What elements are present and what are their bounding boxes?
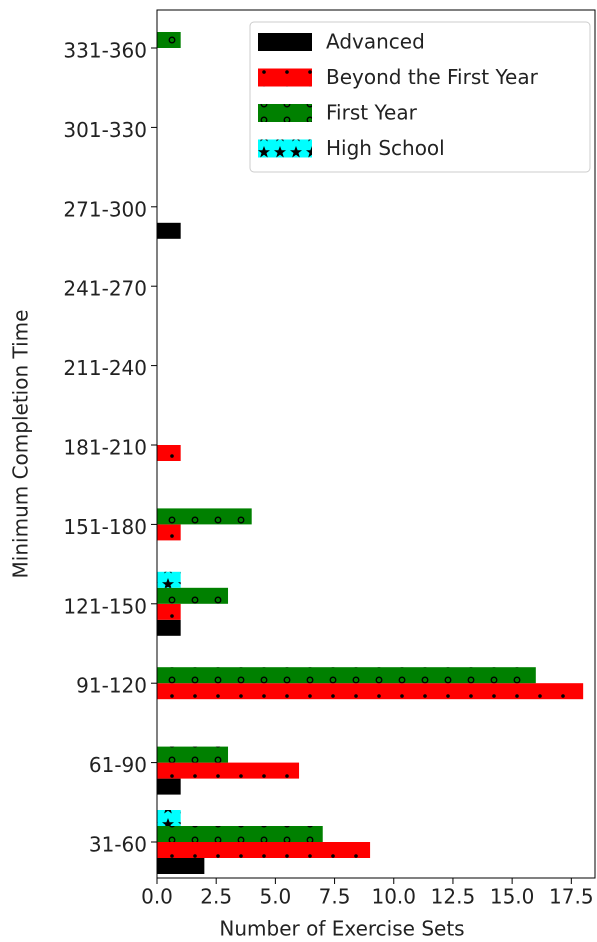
- bar: [157, 587, 229, 604]
- bar: [157, 858, 205, 874]
- x-tick-label: 17.5: [549, 885, 594, 909]
- bar: [157, 603, 181, 620]
- x-tick-label: 10.0: [371, 885, 416, 909]
- bar-hatch: [157, 587, 229, 604]
- bar: [157, 762, 300, 779]
- y-axis-label: Minimum Completion Time: [9, 310, 33, 579]
- y-tick-label: 241-270: [63, 277, 147, 301]
- x-tick-label: 5.0: [259, 885, 291, 909]
- bar: [157, 524, 181, 541]
- legend-box: [249, 21, 591, 173]
- y-tick-label: 61-90: [89, 753, 147, 777]
- bar: [157, 32, 181, 48]
- y-tick-label: 271-300: [63, 197, 147, 221]
- bar-hatch: [157, 683, 584, 700]
- bar: [157, 842, 371, 858]
- legend-label: High School: [326, 136, 445, 160]
- y-tick-label: 151-180: [63, 515, 147, 539]
- y-tick-label: 121-150: [63, 594, 147, 618]
- bar-hatch: [157, 746, 229, 763]
- bar-hatch: [157, 603, 181, 620]
- bar: [157, 746, 229, 763]
- legend-label: First Year: [326, 101, 418, 125]
- bar-fill: [157, 778, 181, 795]
- legend-swatch-hatch: [258, 104, 312, 122]
- x-tick-label: 12.5: [431, 885, 476, 909]
- bar: [157, 683, 584, 700]
- y-tick-label: 301-330: [63, 118, 147, 142]
- bar-hatch: [157, 571, 181, 588]
- bar-fill: [157, 619, 181, 636]
- bar: [157, 508, 252, 525]
- y-tick-label: 31-60: [89, 833, 147, 857]
- bar: [157, 445, 181, 461]
- bar: [157, 826, 323, 842]
- legend-swatch: [258, 33, 312, 51]
- x-tick-label: 15.0: [490, 885, 535, 909]
- bar: [157, 222, 181, 239]
- legend: Advanced Beyond the First Year First Year H…: [249, 21, 591, 173]
- bar: [157, 778, 181, 795]
- y-tick-label: 181-210: [63, 436, 147, 460]
- legend-label: Advanced: [326, 30, 425, 54]
- bar: [157, 810, 181, 826]
- bar-hatch: [157, 762, 300, 779]
- y-tick-label: 331-360: [63, 39, 147, 63]
- bar-fill: [157, 222, 181, 239]
- bar: [157, 571, 181, 588]
- legend-label: Beyond the First Year: [326, 65, 539, 89]
- bar: [157, 667, 536, 684]
- y-tick-label: 91-120: [76, 674, 147, 698]
- legend-swatch-hatch: [258, 139, 312, 158]
- plot-frame: [156, 9, 596, 879]
- x-axis-label: Number of Exercise Sets: [219, 917, 464, 941]
- x-tick-label: 0.0: [141, 885, 173, 909]
- bar: [157, 619, 181, 636]
- bar-hatch: [157, 32, 181, 48]
- bar-hatch: [157, 524, 181, 541]
- bar-hatch: [157, 810, 181, 826]
- bar-hatch: [157, 508, 252, 525]
- bar-hatch: [157, 445, 181, 461]
- x-tick-label: 7.5: [319, 885, 351, 909]
- y-tick-label: 211-240: [63, 356, 147, 380]
- bar-hatch: [157, 842, 371, 858]
- x-tick-label: 2.5: [200, 885, 232, 909]
- legend-swatch-hatch: [258, 68, 312, 87]
- bar-hatch: [157, 667, 536, 684]
- bar-hatch: [157, 826, 323, 842]
- bar-fill: [157, 858, 205, 874]
